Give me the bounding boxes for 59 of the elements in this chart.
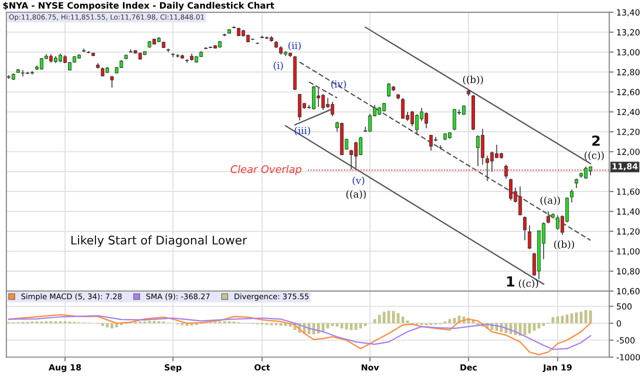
annotation: ((a)) [540,196,560,206]
annotation: 2 [592,135,600,146]
bar [106,323,109,328]
bar [528,323,531,334]
candlestick [523,216,527,241]
chart-title: $NYA - NYSE Composite Index - Daily Candlestick Chart [3,2,274,10]
y-tick-label: 12,20 [617,128,640,136]
bar [364,323,367,326]
annotation: (iii) [294,126,310,136]
x-tick-label: Dec [460,364,477,371]
y-tick-label: 13,20 [617,29,640,36]
candlestick [504,164,508,180]
y-tick-label: 11,00 [617,248,640,256]
annotation: ((b)) [463,76,483,85]
bar [589,310,592,324]
x-tick-label: Jan 19 [542,364,572,372]
y-tick-label: 12,00 [617,148,640,156]
annotation: ((c)) [584,151,604,160]
y-tick-label: 12,40 [617,108,640,116]
y-tick-label: 10,80 [617,268,640,276]
annotation: (ii) [288,42,301,50]
candlestick [574,178,578,189]
annotation: (i) [274,62,283,71]
text: 11,84 [612,163,638,170]
ref-line-label: Clear Overlap [230,165,302,176]
y-tick-label: 11,60 [617,188,640,196]
y-tick-label: 11,20 [617,228,640,236]
annotation: (iv) [331,80,346,89]
x-tick-label: Nov [362,364,379,371]
candlestick [110,76,114,88]
y-tick-label: -500 [616,337,635,344]
y-tick-label: 12,80 [617,69,640,76]
y-tick-label: 10,60 [617,288,640,296]
bar [331,323,334,326]
x-tick-label: Oct [254,364,270,371]
y-tick-label: 11,40 [617,208,640,216]
bar [336,323,339,327]
candlestick [570,189,574,203]
x-tick-label: Aug 18 [48,364,81,372]
annotation: 1 [507,276,514,287]
line-series [8,315,592,350]
candlestick [387,82,391,98]
annotation: Likely Start of Diagonal Lower [71,235,248,247]
y-tick-label: 12,60 [617,88,640,96]
bar [326,323,330,328]
annotation: ((b)) [554,240,574,250]
candlestick [528,224,532,250]
y-tick-label: 0 [616,320,621,327]
bar [523,323,526,336]
annotation: ((c)) [518,279,538,288]
y-tick-label: 13,40 [617,9,640,16]
annotation: (v) [352,176,364,186]
bar [552,317,554,324]
y-tick-label: 13,00 [617,49,640,56]
x-tick-label: Sep [164,364,182,372]
y-tick-label: 500 [616,303,632,310]
bar [350,323,353,330]
annotation: ((a)) [346,190,366,200]
y-tick-label: -1000 [616,354,640,360]
